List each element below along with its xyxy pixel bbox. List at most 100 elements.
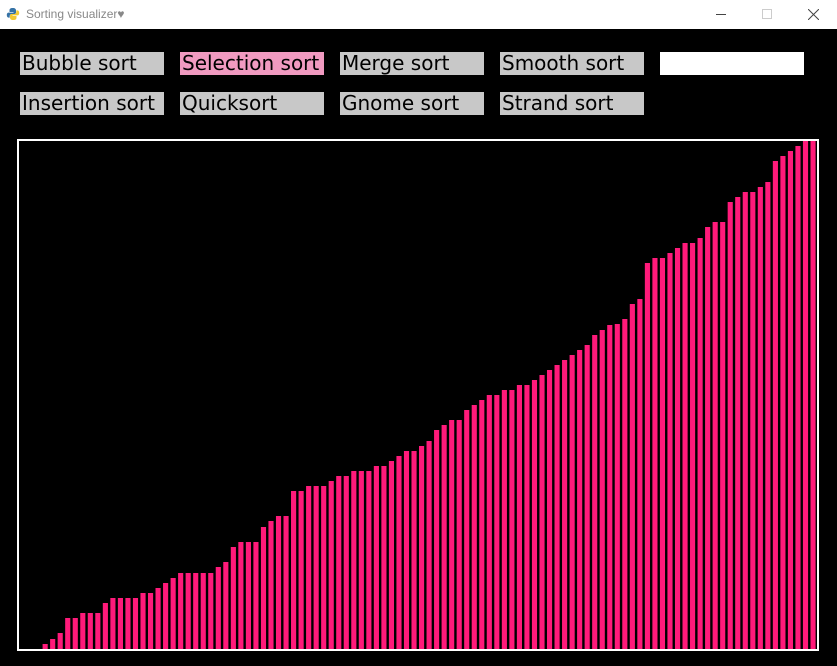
bar (735, 197, 741, 649)
bar (72, 618, 78, 649)
bubble-sort-button[interactable]: Bubble sort (20, 52, 164, 75)
bar (283, 516, 289, 649)
merge-sort-button[interactable]: Merge sort (340, 52, 484, 75)
bar (629, 304, 635, 649)
bar (705, 227, 711, 649)
bar (516, 385, 522, 649)
bar (765, 182, 771, 649)
bar (494, 395, 500, 649)
bar (223, 562, 229, 649)
bar (110, 598, 116, 649)
bar (607, 325, 613, 649)
bar (562, 360, 568, 649)
minimize-icon (716, 14, 726, 15)
bar (539, 375, 545, 649)
close-button[interactable] (791, 0, 837, 29)
visualizer-canvas (17, 139, 819, 651)
bar (388, 461, 395, 649)
bar (772, 161, 778, 649)
bar (727, 202, 733, 649)
bar (584, 345, 590, 649)
bar (336, 476, 342, 649)
bar (659, 258, 666, 649)
bar (396, 456, 402, 649)
bar (449, 420, 455, 649)
bar (795, 146, 801, 649)
bar (486, 395, 492, 649)
maximize-button[interactable] (745, 0, 791, 29)
bar (471, 405, 477, 649)
bar (208, 573, 214, 649)
bar (697, 238, 703, 649)
bar (810, 141, 816, 649)
bar (351, 471, 357, 649)
bar (328, 481, 334, 649)
bar (419, 446, 425, 649)
bar (712, 222, 718, 649)
minimize-button[interactable] (699, 0, 745, 29)
smooth-sort-button[interactable]: Smooth sort (500, 52, 644, 75)
array-size-input[interactable] (660, 52, 804, 75)
bar (140, 593, 146, 649)
insertion-sort-button[interactable]: Insertion sort (20, 92, 164, 115)
bar (80, 613, 86, 649)
title-bar: Sorting visualizer♥ (0, 0, 837, 29)
maximize-icon (762, 9, 772, 19)
bar (102, 603, 108, 649)
python-app-icon (6, 8, 20, 20)
selection-sort-button[interactable]: Selection sort (180, 52, 324, 75)
bar (125, 598, 131, 649)
bar (434, 430, 440, 649)
bar (426, 441, 432, 649)
bar (42, 644, 48, 649)
bar (546, 370, 553, 649)
bar (682, 243, 688, 649)
bar (479, 400, 485, 649)
bar (644, 263, 650, 649)
bar (614, 324, 620, 649)
bar (403, 451, 410, 649)
bar (230, 547, 236, 649)
window-title: Sorting visualizer♥ (26, 7, 125, 21)
bar (456, 420, 462, 649)
bar (373, 466, 379, 649)
bar (132, 598, 139, 649)
bar (193, 573, 199, 649)
bar (787, 151, 794, 649)
gnome-sort-button[interactable]: Gnome sort (340, 92, 484, 115)
bar (501, 390, 507, 649)
bar (155, 588, 161, 649)
bar (509, 390, 515, 649)
bar (411, 451, 417, 649)
bar (554, 365, 560, 649)
bar (147, 593, 154, 649)
bar (802, 141, 809, 649)
bar (163, 583, 169, 649)
bar (170, 578, 176, 649)
bar (524, 385, 530, 649)
bar (65, 618, 71, 649)
bar (441, 425, 447, 649)
bar (690, 243, 696, 649)
bar (577, 350, 583, 649)
bar (637, 299, 643, 649)
bar (592, 335, 598, 649)
bar (50, 639, 56, 649)
bar (253, 542, 259, 649)
quicksort-button[interactable]: Quicksort (180, 92, 324, 115)
bar (464, 410, 470, 649)
strand-sort-button[interactable]: Strand sort (500, 92, 644, 115)
bar (298, 491, 304, 649)
bar (291, 491, 297, 649)
bar (742, 192, 748, 649)
bar (622, 319, 628, 649)
bar (185, 573, 191, 649)
bar (780, 156, 786, 649)
bar (215, 567, 221, 649)
bar (569, 355, 575, 649)
close-icon (808, 9, 819, 20)
bar (245, 542, 251, 649)
bar (343, 476, 349, 649)
bar (238, 542, 244, 649)
bar (358, 471, 364, 649)
